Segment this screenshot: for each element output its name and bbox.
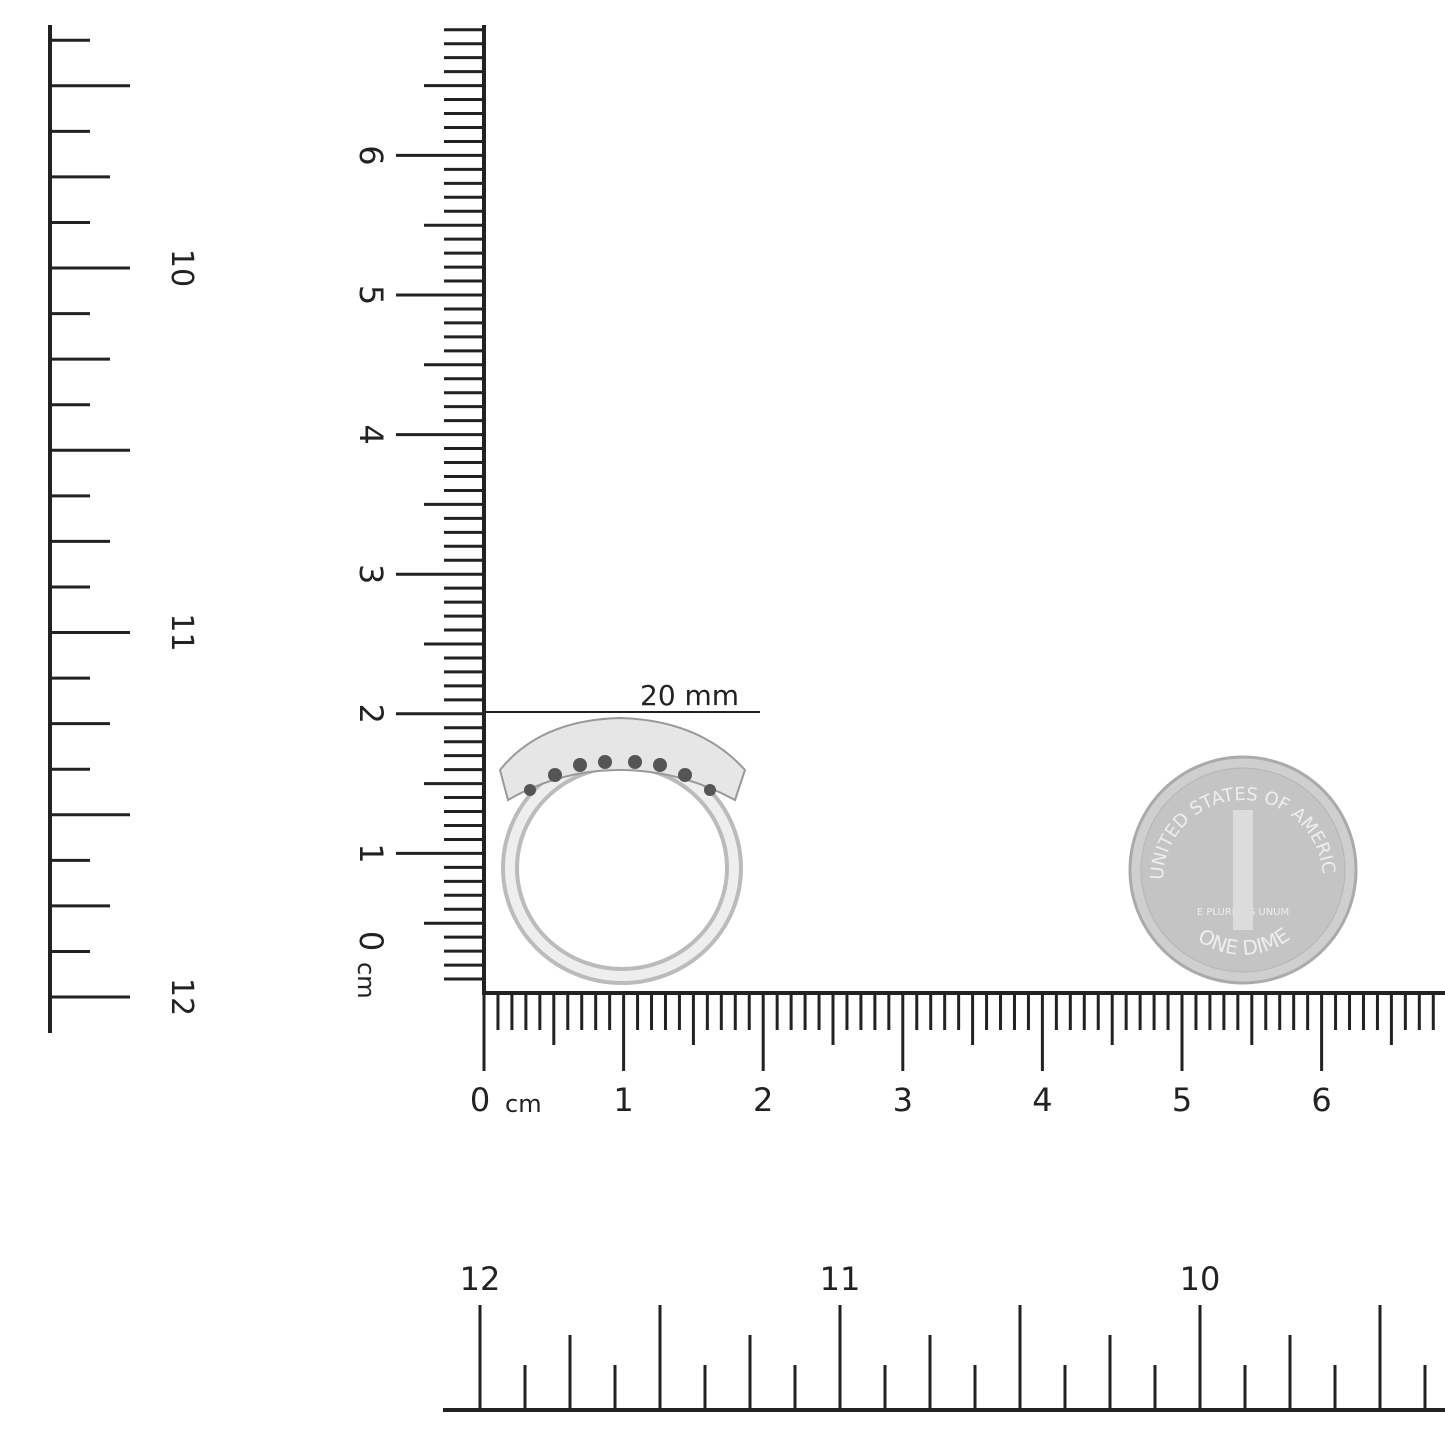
cm-tick-label: 6 bbox=[1311, 1081, 1331, 1119]
ring-size-bottom-labels: 12 11 10 bbox=[460, 1260, 1221, 1298]
cm-ruler-vertical-labels: 0 1 2 3 4 5 6 bbox=[352, 145, 390, 951]
cm-tick-label: 3 bbox=[893, 1081, 913, 1119]
ring-size-label: 10 bbox=[164, 249, 199, 287]
dime-coin-image: UNITED STATES OF AMERICA E PLURIBUS UNUM… bbox=[0, 0, 1358, 985]
cm-unit-label-horizontal: cm bbox=[505, 1090, 542, 1118]
ring-size-left-labels: 10 11 12 bbox=[164, 249, 199, 1016]
ring-size-label: 12 bbox=[164, 978, 199, 1016]
cm-tick-label: 2 bbox=[753, 1081, 773, 1119]
ring-size-label: 11 bbox=[164, 613, 199, 651]
cm-unit-label-vertical: cm bbox=[352, 962, 380, 999]
cm-tick-label: 5 bbox=[1172, 1081, 1192, 1119]
cm-ruler-horizontal-labels: 0 1 2 3 4 5 6 bbox=[470, 1081, 1332, 1119]
cm-tick-label: 3 bbox=[352, 564, 390, 584]
ruler-ticks bbox=[48, 25, 1445, 1412]
cm-tick-label: 1 bbox=[613, 1081, 633, 1119]
measurement-label: 20 mm bbox=[640, 679, 739, 712]
cm-tick-label: 6 bbox=[352, 145, 390, 165]
cm-tick-label: 4 bbox=[352, 424, 390, 444]
ring-size-label: 11 bbox=[820, 1260, 861, 1298]
ring-size-label: 10 bbox=[1180, 1260, 1221, 1298]
cm-tick-label: 5 bbox=[352, 285, 390, 305]
cm-tick-label: 4 bbox=[1032, 1081, 1052, 1119]
cm-tick-label: 0 bbox=[352, 931, 390, 951]
cm-tick-label: 0 bbox=[470, 1081, 490, 1119]
ring-size-label: 12 bbox=[460, 1260, 501, 1298]
cm-tick-label: 1 bbox=[352, 843, 390, 863]
ring-image bbox=[498, 716, 747, 985]
cm-tick-label: 2 bbox=[352, 704, 390, 724]
